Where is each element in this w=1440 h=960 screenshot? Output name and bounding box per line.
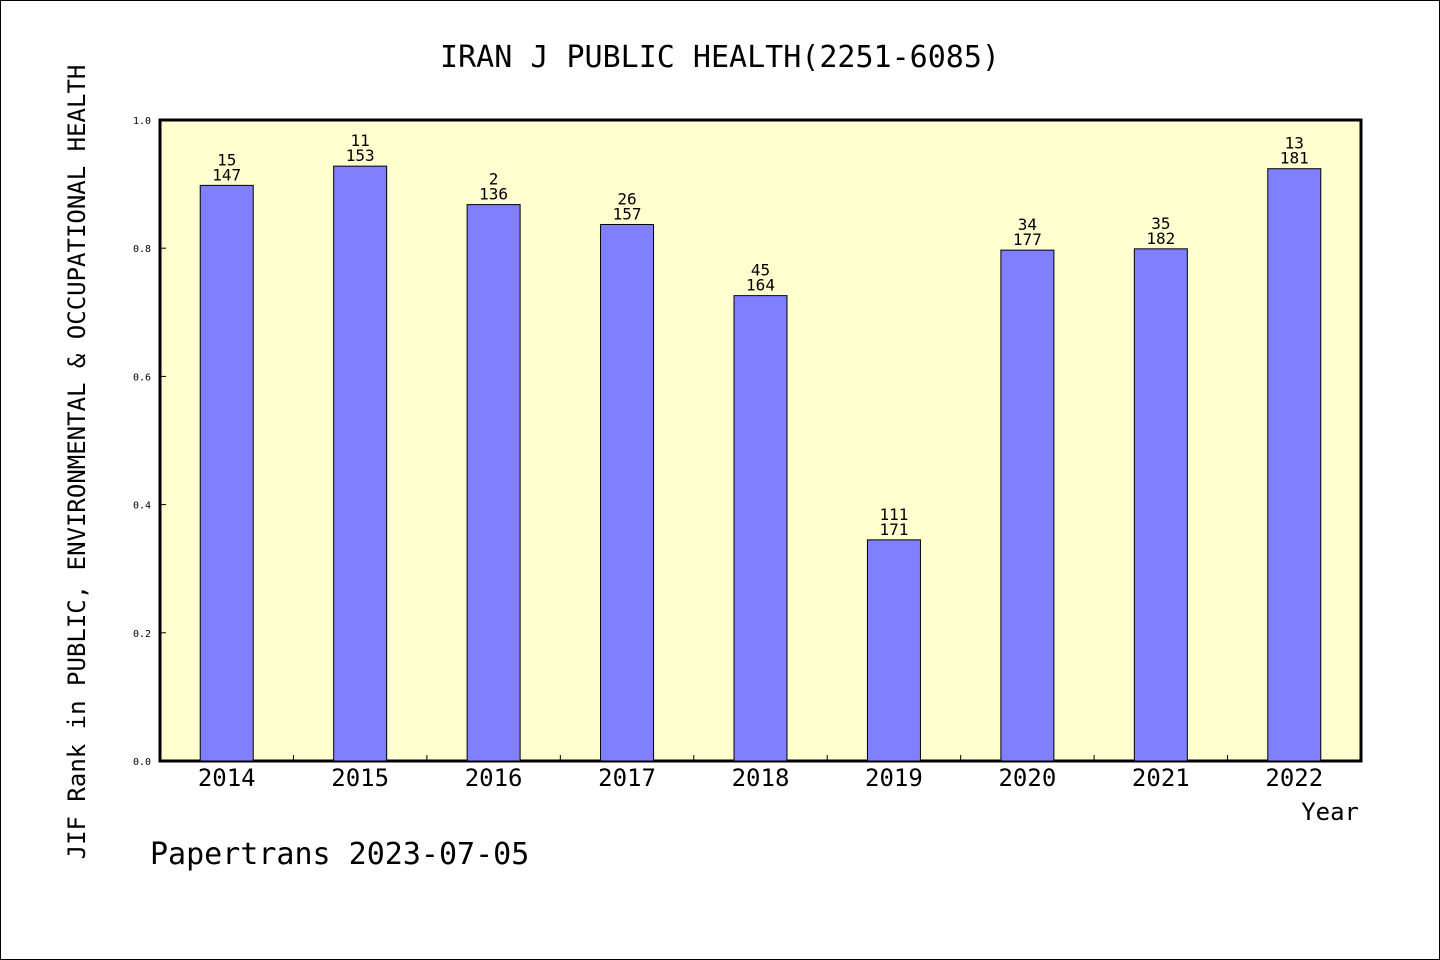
x-tick-label: 2016 — [465, 764, 523, 792]
bar-2015 — [333, 165, 388, 762]
bar-total-label: 177 — [1013, 230, 1042, 249]
x-tick-label: 2020 — [998, 764, 1056, 792]
footer-credit: Papertrans 2023-07-05 — [150, 837, 529, 872]
y-axis-ticks: 0.0 0.2 0.4 0.6 0.8 1.0 — [133, 116, 166, 768]
bar-2018 — [733, 295, 788, 762]
bar-rank-label: 26 — [617, 189, 636, 208]
bar-2022 — [1267, 168, 1322, 762]
bar-total-label: 182 — [1146, 229, 1175, 248]
y-tick-label: 0.4 — [133, 501, 151, 512]
y-tick-label: 0.6 — [133, 372, 151, 383]
y-axis-label: JIF Rank in PUBLIC, ENVIRONMENTAL & OCCU… — [63, 65, 91, 860]
bar-2014 — [199, 184, 254, 762]
bar-rank-label: 34 — [1018, 215, 1037, 234]
x-tick-label: 2021 — [1132, 764, 1190, 792]
bar-2021 — [1133, 248, 1188, 762]
bar-rank-label: 111 — [879, 505, 908, 524]
bar-rank-label: 2 — [489, 170, 499, 189]
x-axis-ticks: 2014 2015 2016 2017 2018 2019 2020 2021 2022 — [198, 755, 1323, 792]
bar-2020 — [1000, 249, 1055, 762]
bar-total-label: 164 — [746, 276, 775, 295]
x-axis-label: Year — [1301, 798, 1359, 826]
y-tick-label: 0.8 — [133, 244, 151, 255]
x-tick-label: 2018 — [732, 764, 790, 792]
bar-rank-label: 15 — [217, 150, 236, 169]
bars — [199, 165, 1322, 762]
bar-rank-label: 45 — [751, 261, 770, 280]
x-tick-label: 2014 — [198, 764, 256, 792]
bar-total-label: 147 — [212, 165, 241, 184]
x-tick-label: 2017 — [598, 764, 656, 792]
y-tick-label: 0.0 — [133, 757, 151, 768]
chart-title: IRAN J PUBLIC HEALTH(2251-6085) — [440, 40, 1000, 75]
bar-rank-label: 11 — [351, 131, 370, 150]
bar-total-label: 171 — [879, 520, 908, 539]
bar-total-label: 136 — [479, 185, 508, 204]
x-tick-label: 2015 — [331, 764, 389, 792]
y-tick-label: 0.2 — [133, 629, 151, 640]
y-tick-label: 1.0 — [133, 116, 151, 127]
bar-total-label: 157 — [613, 204, 642, 223]
bar-rank-label: 35 — [1151, 214, 1170, 233]
bar-2016 — [466, 204, 521, 762]
bar-total-label: 153 — [346, 146, 375, 165]
bar-2019 — [866, 539, 921, 762]
x-tick-label: 2022 — [1265, 764, 1323, 792]
bar-2017 — [600, 223, 655, 762]
x-tick-label: 2019 — [865, 764, 923, 792]
bar-rank-label: 13 — [1285, 134, 1304, 153]
bar-total-label: 181 — [1280, 149, 1309, 168]
